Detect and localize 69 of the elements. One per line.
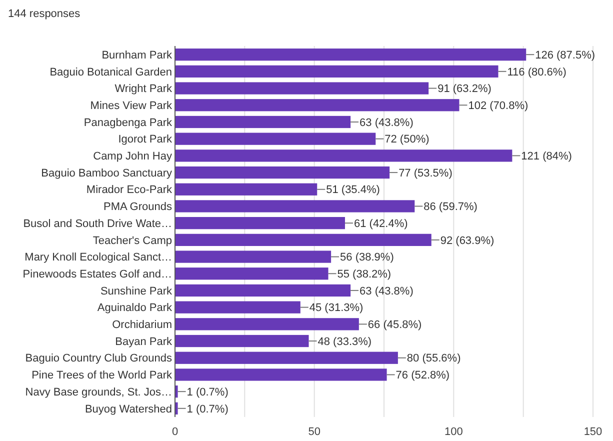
x-tick-label: 100 bbox=[444, 426, 463, 438]
x-tick-label: 0 bbox=[172, 426, 178, 438]
y-tick-label: Mary Knoll Ecological Sanct… bbox=[24, 252, 172, 264]
bar bbox=[175, 234, 432, 246]
bar bbox=[175, 150, 512, 162]
y-tick-label: Navy Base grounds, St. Jos… bbox=[25, 386, 172, 398]
y-tick-label: Burnham Park bbox=[102, 49, 172, 62]
y-tick-label: Panagbenga Park bbox=[84, 116, 172, 129]
bar bbox=[175, 183, 318, 196]
y-tick-label: PMA Grounds bbox=[104, 201, 172, 214]
bar bbox=[175, 250, 332, 263]
bar bbox=[175, 116, 351, 128]
data-label: 92 (63.9%) bbox=[440, 234, 494, 247]
bar bbox=[175, 132, 376, 145]
bar bbox=[175, 166, 390, 179]
data-label: 66 (45.8%) bbox=[368, 319, 422, 332]
bar bbox=[175, 352, 398, 364]
y-tick-label: Busol and South Drive Wate… bbox=[23, 218, 172, 230]
y-tick-label: Orchidarium bbox=[112, 319, 172, 332]
y-tick-label: Igorot Park bbox=[118, 134, 172, 146]
data-label: 121 (84%) bbox=[521, 150, 572, 163]
data-label: 51 (35.4%) bbox=[326, 184, 380, 196]
data-label: 45 (31.3%) bbox=[309, 302, 364, 314]
bar bbox=[175, 284, 351, 297]
bar bbox=[175, 217, 345, 230]
y-tick-label: Wright Park bbox=[114, 83, 172, 96]
y-tick-label: Teacher's Camp bbox=[92, 234, 172, 247]
y-tick-label: Bayan Park bbox=[115, 336, 172, 348]
data-label: 80 (55.6%) bbox=[406, 352, 461, 365]
data-label: 55 (38.2%) bbox=[337, 268, 392, 280]
y-tick-label: Baguio Country Club Grounds bbox=[25, 352, 172, 365]
data-label: 1 (0.7%) bbox=[186, 386, 228, 398]
data-label: 116 (80.6%) bbox=[507, 66, 566, 78]
data-label: 63 (43.8%) bbox=[360, 285, 414, 298]
bar bbox=[175, 200, 415, 212]
data-label: 77 (53.5%) bbox=[398, 167, 452, 180]
data-label: 72 (50%) bbox=[384, 134, 430, 146]
y-tick-label: Buyog Watershed bbox=[84, 403, 172, 416]
y-tick-label: Pine Trees of the World Park bbox=[32, 370, 172, 382]
bar bbox=[175, 99, 460, 112]
data-label: 48 (33.3%) bbox=[318, 336, 372, 348]
bar bbox=[175, 268, 328, 280]
y-tick-label: Aguinaldo Park bbox=[97, 302, 172, 314]
data-label: 63 (43.8%) bbox=[360, 116, 414, 129]
text: 144 responses bbox=[8, 8, 81, 20]
y-tick-label: Camp John Hay bbox=[93, 150, 172, 163]
data-label: 91 (63.2%) bbox=[438, 83, 492, 96]
x-tick-label: 150 bbox=[584, 426, 602, 438]
data-label: 56 (38.9%) bbox=[340, 252, 394, 264]
bar bbox=[175, 368, 387, 381]
y-tick-label: Mines View Park bbox=[90, 100, 172, 112]
y-tick-label: Mirador Eco-Park bbox=[86, 184, 172, 196]
bar bbox=[175, 65, 498, 78]
x-tick-label: 50 bbox=[308, 426, 320, 438]
data-label: 76 (52.8%) bbox=[396, 370, 450, 382]
bar bbox=[175, 301, 300, 314]
data-label: 86 (59.7%) bbox=[424, 201, 478, 214]
y-tick-label: Sunshine Park bbox=[100, 285, 172, 298]
data-label: 61 (42.4%) bbox=[354, 218, 408, 230]
bar bbox=[175, 82, 429, 94]
data-label: 126 (87.5%) bbox=[535, 49, 596, 62]
y-tick-label: Pinewoods Estates Golf and… bbox=[22, 268, 172, 280]
y-tick-label: Baguio Botanical Garden bbox=[50, 66, 172, 78]
data-label: 102 (70.8%) bbox=[468, 100, 528, 112]
bar bbox=[175, 318, 359, 330]
bar bbox=[175, 48, 526, 61]
bar bbox=[175, 334, 309, 348]
data-label: 1 (0.7%) bbox=[186, 403, 228, 416]
y-tick-label: Baguio Bamboo Sanctuary bbox=[41, 167, 172, 180]
